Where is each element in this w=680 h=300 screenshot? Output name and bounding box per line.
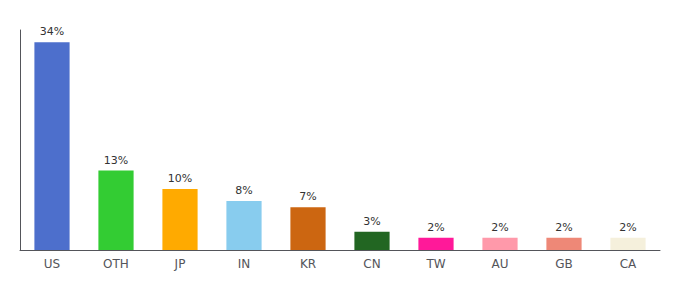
svg-text:AU: AU [492,257,509,271]
svg-text:IN: IN [238,257,251,271]
svg-text:US: US [44,257,60,271]
svg-text:CN: CN [363,257,380,271]
svg-text:GB: GB [555,257,573,271]
svg-text:2%: 2% [427,221,444,234]
svg-text:2%: 2% [491,221,508,234]
svg-text:10%: 10% [168,172,192,185]
svg-text:8%: 8% [235,184,252,197]
svg-text:JP: JP [174,257,186,271]
svg-text:3%: 3% [363,215,380,228]
svg-text:KR: KR [300,257,316,271]
svg-text:34%: 34% [40,25,64,38]
svg-text:2%: 2% [555,221,572,234]
svg-text:TW: TW [425,257,445,271]
svg-text:CA: CA [620,257,637,271]
svg-text:7%: 7% [299,190,316,203]
svg-text:OTH: OTH [103,257,129,271]
svg-text:13%: 13% [104,154,128,167]
svg-text:2%: 2% [619,221,636,234]
